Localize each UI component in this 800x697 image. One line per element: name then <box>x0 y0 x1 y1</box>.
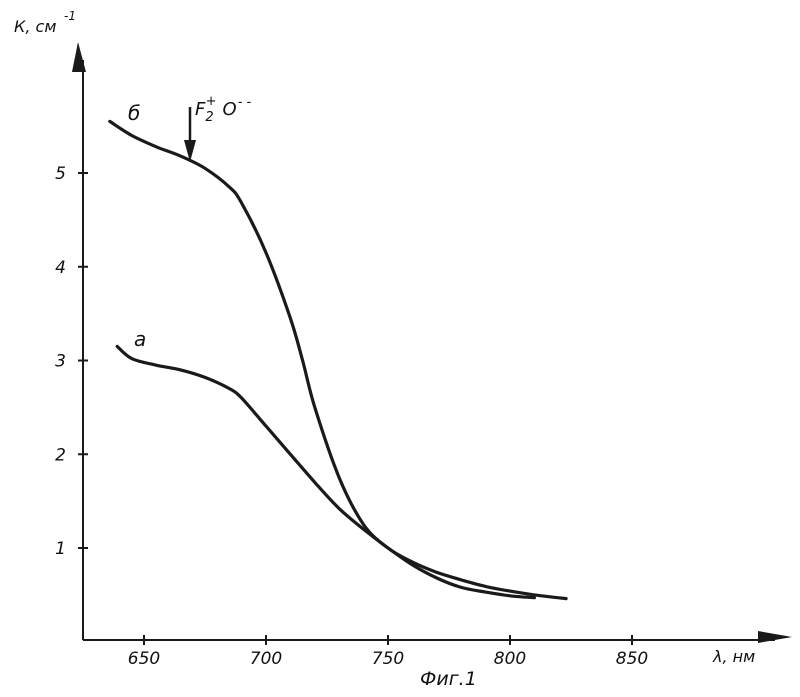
annotation-f: F <box>195 99 206 120</box>
annotation-sup: + <box>206 94 217 109</box>
annotation-sub: 2 <box>205 110 213 125</box>
y-tick-label: 1 <box>55 539 66 559</box>
x-axis-title: λ, нм <box>712 647 755 666</box>
y-axis-title-superscript: -1 <box>64 9 76 23</box>
y-axis-arrow <box>72 42 86 72</box>
series-label-b: б <box>128 101 140 125</box>
y-axis-title: К, см <box>14 17 56 36</box>
y-tick-label: 4 <box>55 258 66 278</box>
series-line-a <box>117 346 534 597</box>
x-tick-label: 700 <box>250 649 282 669</box>
x-tick-label: 800 <box>494 649 526 669</box>
annotation-o-sup: - - <box>238 95 252 110</box>
x-tick-label: 750 <box>372 649 404 669</box>
y-tick-label: 5 <box>55 164 66 184</box>
series-line-b <box>110 121 566 598</box>
x-tick-label: 850 <box>616 649 648 669</box>
x-axis-arrow <box>758 631 792 643</box>
series-label-a: a <box>134 327 146 351</box>
annotation-o: O <box>223 99 237 120</box>
annotation-label: F2+ O- - <box>195 94 252 125</box>
y-tick-label: 2 <box>55 445 66 465</box>
figure-caption: Фиг.1 <box>420 668 477 690</box>
x-tick-label: 650 <box>128 649 160 669</box>
y-tick-label: 3 <box>55 352 66 372</box>
